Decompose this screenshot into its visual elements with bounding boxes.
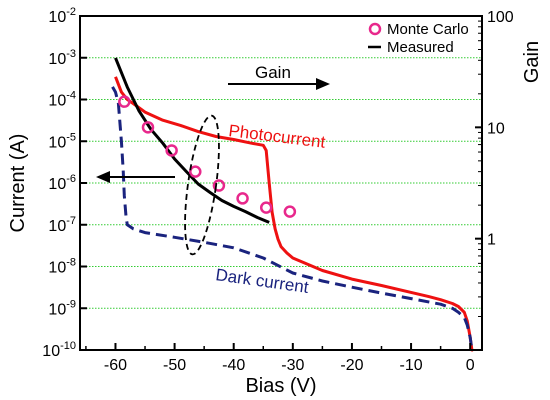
gridlines xyxy=(80,57,482,309)
y-left-tick-label: 10-2 xyxy=(48,6,76,26)
annotation-dark-current: Dark current xyxy=(214,265,310,297)
x-tick-label: -30 xyxy=(281,357,304,374)
legend-monte-carlo-marker xyxy=(368,22,382,36)
legend: Monte Carlo Measured xyxy=(368,21,469,56)
y-left-tick-label: 10-4 xyxy=(48,90,76,110)
monte-carlo-point xyxy=(118,95,131,108)
y-left-tick-label: 10-7 xyxy=(48,215,76,235)
x-tick-label: -10 xyxy=(399,357,422,374)
x-tick-label: -60 xyxy=(104,357,127,374)
x-tick-label: 0 xyxy=(466,357,475,374)
x-tick-label: -40 xyxy=(222,357,245,374)
y-left-tick-label: 10-10 xyxy=(42,340,76,360)
y-left-tick-label: 10-6 xyxy=(48,173,76,193)
monte-carlo-point xyxy=(236,192,249,205)
dark-current-line xyxy=(111,86,474,352)
annotation-photocurrent: Photocurrent xyxy=(228,121,327,152)
y-left-tick-label: 10-8 xyxy=(48,257,76,277)
y-left-tick-label: 10-3 xyxy=(48,48,76,68)
y-right-tick-label: 1 xyxy=(487,232,496,249)
monte-carlo-point xyxy=(259,201,273,214)
left-axis-arrow xyxy=(96,171,175,183)
annotation-gain: Gain xyxy=(255,63,291,82)
legend-monte-carlo-label: Monte Carlo xyxy=(387,21,469,38)
legend-measured-label: Measured xyxy=(387,39,454,56)
y-axis-right-title: Gain xyxy=(521,41,543,83)
left-arrow-head xyxy=(96,171,110,183)
monte-carlo-point xyxy=(283,205,297,218)
photocurrent-line xyxy=(114,76,474,352)
monte-carlo-point xyxy=(141,121,155,134)
ticks xyxy=(80,15,482,351)
gain-arrow xyxy=(228,78,330,90)
y-left-tick-label: 10-9 xyxy=(48,298,76,318)
monte-carlo-point xyxy=(189,165,202,178)
series-layer xyxy=(111,57,474,352)
markers-layer xyxy=(118,95,297,218)
monte-carlo-point xyxy=(165,144,178,157)
x-tick-label: -20 xyxy=(340,357,363,374)
y-right-tick-label: 100 xyxy=(487,9,514,26)
measured-line xyxy=(114,57,270,224)
pairing-ellipse xyxy=(184,114,220,256)
x-tick-label: -50 xyxy=(163,357,186,374)
y-left-tick-label: 10-5 xyxy=(48,131,76,151)
gain-arrow-head xyxy=(316,78,330,90)
monte-carlo-point xyxy=(212,179,226,192)
y-axis-left-title: Current (A) xyxy=(7,134,29,233)
y-right-tick-label: 10 xyxy=(487,120,505,137)
tick-labels: -60 -50 -40 -30 -20 -10 0 10-10 10-9 10-8 10-7 10-6… xyxy=(42,6,514,374)
x-axis-title: Bias (V) xyxy=(245,375,316,397)
